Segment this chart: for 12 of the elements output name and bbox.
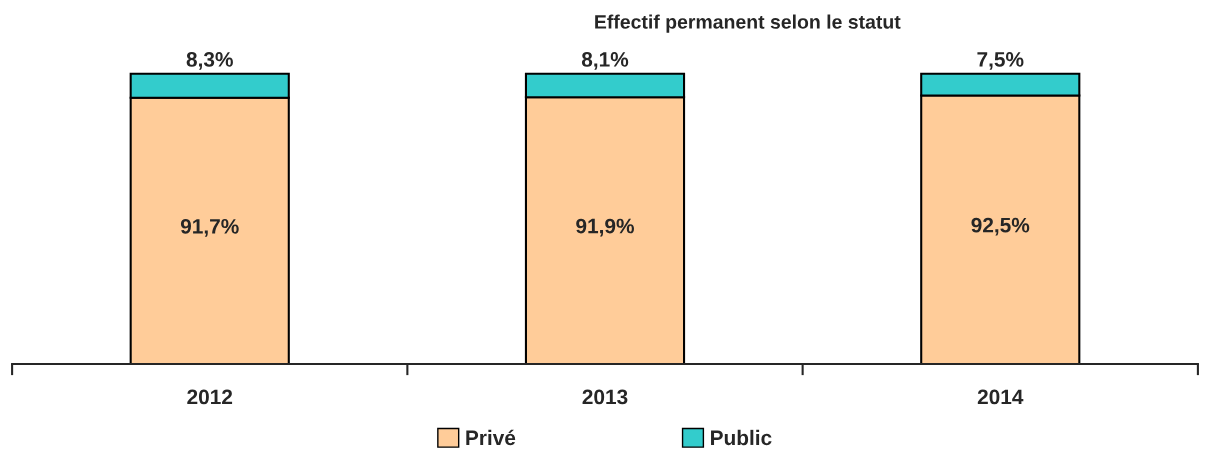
data-label: 91,7% (180, 218, 239, 237)
x-tick-label: 2012 (187, 389, 233, 405)
data-label: 92,5% (971, 217, 1030, 236)
data-label: 8,1% (581, 52, 629, 70)
legend-label: Public (711, 429, 772, 446)
chart-title: Effectif permanent selon le statut (595, 14, 901, 33)
data-label: 7,5% (977, 52, 1024, 70)
x-tick-label: 2014 (977, 389, 1024, 405)
data-label: 91,9% (576, 218, 634, 237)
x-tick-label: 2013 (582, 389, 628, 405)
data-label: 8,3% (186, 52, 233, 70)
legend-label: Privé (466, 429, 516, 446)
